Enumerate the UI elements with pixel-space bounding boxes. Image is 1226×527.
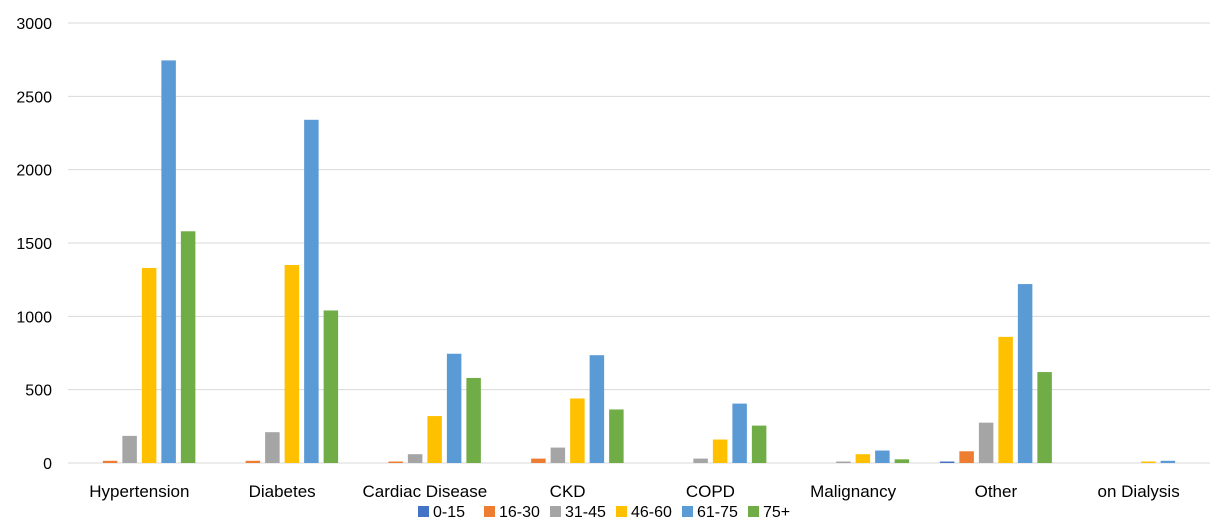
bar-malignancy-46-60 [855, 454, 871, 463]
legend-label: 61-75 [697, 504, 738, 521]
x-category-label: Malignancy [810, 482, 896, 501]
bar-copd-75+ [751, 425, 767, 463]
bar-other-16-30 [959, 451, 974, 463]
x-category-label: Hypertension [89, 482, 189, 501]
bar-cardiac-disease-31-45 [407, 454, 423, 463]
bar-cardiac-disease-61-75 [446, 353, 462, 463]
legend-swatch [484, 506, 495, 517]
legend-swatch [550, 506, 561, 517]
bar-hypertension-46-60 [141, 267, 157, 463]
x-category-label: Cardiac Disease [363, 482, 488, 501]
bar-malignancy-75+ [894, 459, 910, 463]
bar-diabetes-61-75 [304, 119, 319, 464]
bar-on-dialysis-46-60 [1141, 461, 1156, 463]
legend-label: 0-15 [433, 504, 465, 521]
bar-hypertension-31-45 [122, 435, 137, 463]
x-category-label: CKD [550, 482, 586, 501]
y-tick-label: 1000 [16, 309, 52, 326]
bar-ckd-75+ [609, 409, 624, 463]
y-tick-label: 2500 [16, 89, 52, 106]
legend-label: 46-60 [631, 504, 672, 521]
y-tick-label: 0 [43, 456, 52, 473]
bar-diabetes-31-45 [265, 432, 280, 463]
legend-swatch [682, 506, 693, 517]
legend-label: 31-45 [565, 504, 606, 521]
bar-diabetes-16-30 [245, 460, 261, 463]
bar-other-75+ [1037, 372, 1052, 463]
bar-malignancy-31-45 [836, 461, 851, 463]
bar-copd-61-75 [732, 403, 747, 463]
bar-cardiac-disease-46-60 [427, 416, 442, 463]
legend-label: 75+ [763, 504, 790, 521]
y-tick-label: 2000 [16, 163, 52, 180]
bar-diabetes-46-60 [284, 265, 300, 463]
y-tick-label: 1500 [16, 236, 52, 253]
bar-copd-46-60 [712, 439, 728, 463]
legend: 0-15 16-30 31-45 46-60 61-75 75+ [418, 504, 790, 521]
y-tick-label: 3000 [16, 16, 52, 33]
x-category-label: Diabetes [249, 482, 316, 501]
bar-other-0-15 [939, 461, 955, 463]
bar-cardiac-disease-75+ [466, 377, 481, 463]
bar-ckd-31-45 [550, 447, 566, 463]
bar-ckd-16-30 [531, 458, 546, 463]
bar-diabetes-75+ [323, 310, 339, 463]
bar-hypertension-16-30 [102, 460, 118, 463]
legend-swatch [748, 506, 759, 517]
x-category-label: on Dialysis [1098, 482, 1180, 501]
x-category-label: Other [975, 482, 1018, 501]
bar-hypertension-61-75 [161, 60, 176, 464]
bar-other-61-75 [1017, 284, 1033, 463]
legend-swatch [418, 506, 429, 517]
bar-ckd-46-60 [570, 398, 585, 463]
bar-other-46-60 [998, 336, 1013, 463]
gridlines [68, 22, 1210, 464]
y-tick-label: 500 [25, 383, 52, 400]
bar-ckd-61-75 [589, 355, 605, 463]
bar-cardiac-disease-16-30 [388, 461, 403, 463]
bar-hypertension-75+ [180, 231, 196, 463]
bar-on-dialysis-61-75 [1160, 460, 1176, 463]
legend-label: 16-30 [499, 504, 540, 521]
bar-other-31-45 [978, 422, 994, 463]
bar-malignancy-61-75 [875, 450, 890, 463]
bar-copd-31-45 [693, 458, 708, 463]
bars [102, 60, 1176, 464]
x-category-label: COPD [686, 482, 735, 501]
x-axis-labels: Hypertension Diabetes Cardiac Disease CKD CO… [89, 482, 1179, 501]
y-axis-ticks: 0 500 1000 1500 2000 2500 3000 [16, 16, 52, 473]
legend-swatch [616, 506, 627, 517]
